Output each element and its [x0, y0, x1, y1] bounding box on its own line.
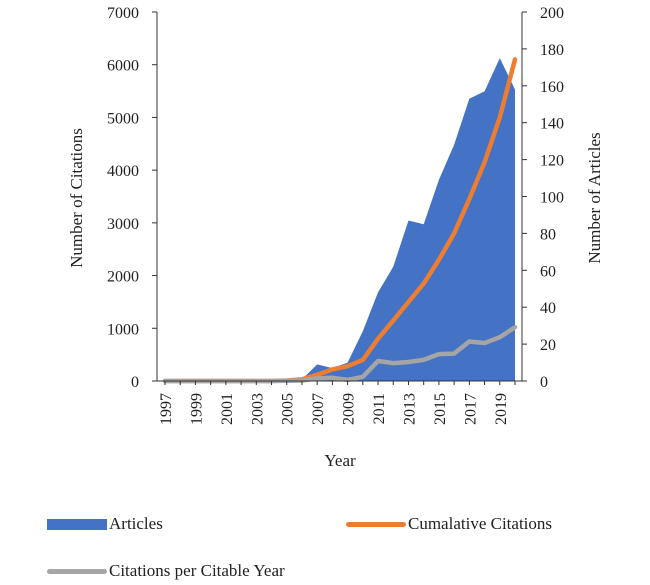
x-tick-label: 2019 — [493, 393, 510, 425]
x-tick-label: 1997 — [158, 393, 175, 425]
y-axis-right-title: Number of Articles — [585, 132, 604, 263]
axes-layer: 0 1000 2000 3000 4000 5000 6000 7000 0 20 40 60 80 10… — [107, 5, 564, 425]
legend-articles: Articles — [47, 514, 163, 534]
area-layer — [165, 58, 515, 381]
legend-label-citations-per-year: Citations per Citable Year — [109, 561, 285, 580]
legend-swatch-citations-per-year — [47, 568, 107, 574]
y-right-tick-label: 200 — [540, 5, 564, 22]
series-area-articles — [165, 58, 515, 381]
y-right-tick-label: 100 — [540, 190, 564, 207]
x-tick-label: 2001 — [219, 393, 236, 425]
legend-cumulative-citations: Cumalative Citations — [346, 514, 552, 534]
y-right-tick-label: 140 — [540, 116, 564, 133]
legend-swatch-articles — [47, 518, 107, 530]
x-axis-title: Year — [324, 451, 356, 470]
y-left-tick-label: 5000 — [107, 110, 139, 127]
legend-label-cumulative-citations: Cumalative Citations — [408, 514, 553, 533]
x-tick-label: 2015 — [432, 393, 449, 425]
x-tick-label: 2003 — [249, 393, 266, 425]
y-right-tick-label: 0 — [540, 374, 548, 391]
x-tick-label: 2009 — [341, 393, 358, 425]
y-right-tick-label: 40 — [540, 300, 556, 317]
x-tick-label: 1999 — [188, 393, 205, 425]
y-left-tick-label: 6000 — [107, 58, 139, 75]
y-left-tick-label: 1000 — [107, 321, 139, 338]
x-tick-label: 2017 — [462, 393, 479, 425]
y-left-tick-label: 0 — [131, 374, 139, 391]
legend-citations-per-year: Citations per Citable Year — [47, 561, 285, 581]
y-left-tick-label: 4000 — [107, 163, 139, 180]
y-left-tick-label: 7000 — [107, 5, 139, 22]
x-tick-label: 2013 — [401, 393, 418, 425]
y-right-tick-label: 20 — [540, 337, 556, 354]
y-right-tick-label: 80 — [540, 226, 556, 243]
y-axis-left-title: Number of Citations — [67, 128, 86, 268]
y-left-tick-label: 2000 — [107, 269, 139, 286]
x-tick-label: 2007 — [310, 393, 327, 425]
y-left-tick-label: 3000 — [107, 216, 139, 233]
x-tick-label: 2011 — [371, 393, 388, 424]
legend-swatch-cumulative-citations — [346, 521, 406, 527]
y-right-tick-label: 60 — [540, 263, 556, 280]
y-right-tick-label: 180 — [540, 42, 564, 59]
x-tick-label: 2005 — [280, 393, 297, 425]
y-right-tick-label: 160 — [540, 79, 564, 96]
y-right-tick-label: 120 — [540, 153, 564, 170]
legend-label-articles: Articles — [109, 514, 163, 533]
